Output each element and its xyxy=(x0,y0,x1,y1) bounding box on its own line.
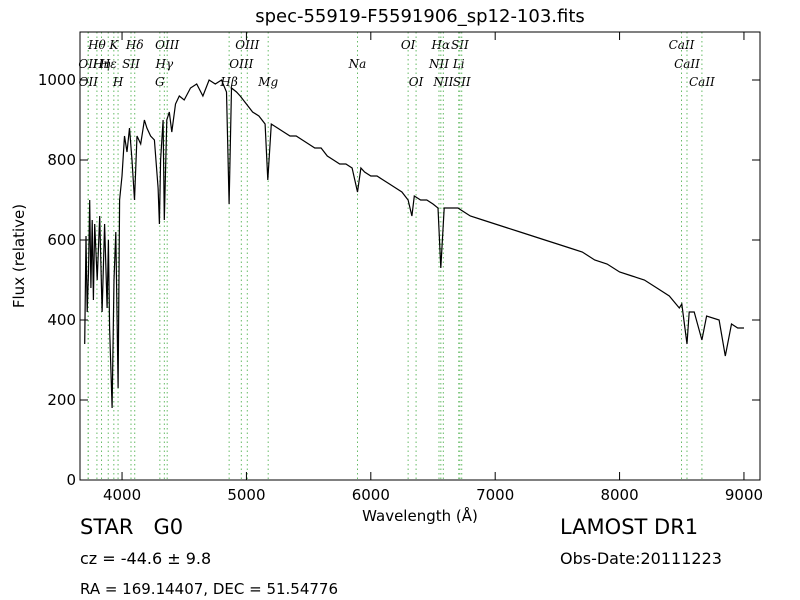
y-tick-label: 200 xyxy=(47,391,76,409)
y-tick-label: 0 xyxy=(66,471,76,489)
spectral-line-label: OI xyxy=(401,38,416,52)
spectral-line-label: Mg xyxy=(257,75,278,89)
spectral-line-label: Hγ xyxy=(155,57,174,71)
spectral-line-label: K xyxy=(108,38,119,52)
coordinates: RA = 169.14407, DEC = 51.54776 xyxy=(80,580,338,598)
obs-date: Obs-Date:20111223 xyxy=(560,549,722,568)
x-tick-label: 8000 xyxy=(600,486,638,504)
survey: LAMOST DR1 xyxy=(560,515,698,539)
spectral-line-label: Hδ xyxy=(125,38,144,52)
spectral-line-label: NII xyxy=(428,57,449,71)
x-tick-label: 4000 xyxy=(103,486,141,504)
y-tick-label: 600 xyxy=(47,231,76,249)
spectral-line-label: Hε xyxy=(99,57,117,71)
spectral-line-label: Hα xyxy=(431,38,451,52)
chart-title: spec-55919-F5591906_sp12-103.fits xyxy=(255,6,585,27)
plot-frame xyxy=(79,31,761,481)
spectral-line-label: OII xyxy=(79,75,99,89)
x-axis-label: Wavelength (Å) xyxy=(362,506,478,525)
y-tick-label: 1000 xyxy=(38,71,76,89)
spectral-line-label: OIII xyxy=(235,38,259,52)
y-axis-label: Flux (relative) xyxy=(10,204,28,308)
spectral-line-label: SII xyxy=(122,57,140,71)
spectral-line-label: SII xyxy=(453,75,471,89)
x-tick-label: 5000 xyxy=(227,486,265,504)
spectral-line-label: CaII xyxy=(674,57,700,71)
spectral-line-label: NII xyxy=(432,75,453,89)
spectral-line-label: Li xyxy=(452,57,465,71)
redshift: cz = -44.6 ± 9.8 xyxy=(80,549,211,568)
spectral-line-label: H xyxy=(112,75,124,89)
spectral-line-label: CaII xyxy=(669,38,695,52)
spectral-line-label: OI xyxy=(409,75,424,89)
spectral-line-label: Hη xyxy=(92,57,111,71)
spectral-line-label: OIII xyxy=(155,38,179,52)
spectral-line-label: SII xyxy=(451,38,469,52)
spectrum xyxy=(84,79,744,409)
spectral-line-label: G xyxy=(155,75,165,89)
spectral-line-label: Hθ xyxy=(87,38,106,52)
x-tick-label: 7000 xyxy=(476,486,514,504)
spectral-line-label: CaII xyxy=(689,75,715,89)
y-tick-label: 800 xyxy=(47,151,76,169)
x-tick-label: 6000 xyxy=(352,486,390,504)
spectral-line-label: OIII xyxy=(229,57,253,71)
class-label: STAR G0 xyxy=(80,515,183,539)
spectral-line-label: Na xyxy=(348,57,367,71)
y-tick-label: 400 xyxy=(47,311,76,329)
x-tick-label: 9000 xyxy=(725,486,763,504)
